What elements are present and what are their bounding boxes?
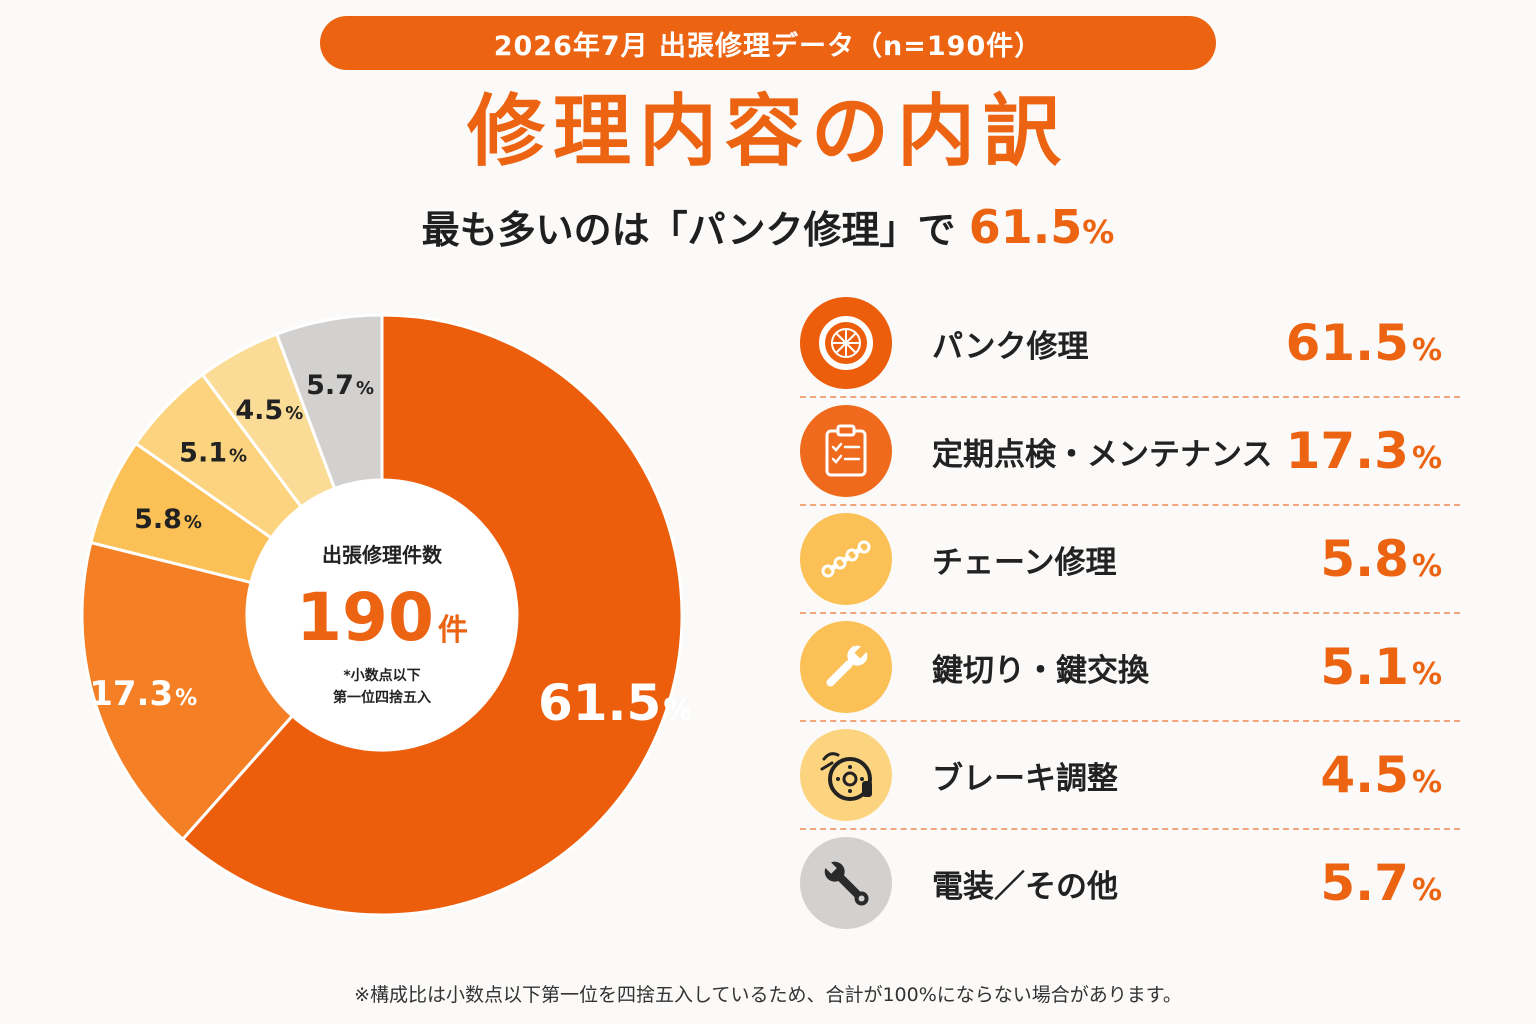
legend-value-unit: %	[1411, 873, 1442, 908]
brake-icon-graphic	[820, 752, 872, 801]
chain-icon-graphic	[821, 540, 871, 578]
legend-value-number: 5.8	[1320, 530, 1409, 588]
legend-label-key: 鍵切り・鍵交換	[932, 652, 1149, 689]
legend-row-brake: ブレーキ調整 4.5%	[800, 720, 1460, 828]
subtitle-highlight-value: 61.5	[968, 200, 1083, 254]
slice-label: 61.5%	[538, 674, 690, 732]
legend-row-key: 鍵切り・鍵交換 5.1%	[800, 612, 1460, 720]
center-label: 出張修理件数	[322, 543, 443, 567]
donut-chart: 61.5% 17.3% 5.8% 5.1% 4.5%5.7% 出張修理件数 190件 *…	[80, 313, 690, 917]
slice-label: 17.3%	[89, 674, 197, 714]
legend-value-puncture: 61.5%	[1242, 314, 1442, 372]
subtitle-highlight: 61.5%	[969, 200, 1115, 254]
center-note-line1: *小数点以下	[343, 667, 420, 684]
page-title: 修理内容の内訳	[466, 87, 1069, 177]
subtitle-highlight-unit: %	[1082, 213, 1115, 251]
footnote: ※構成比は小数点以下第一位を四捨五入しているため、合計が100%にならない場合が…	[354, 984, 1182, 1006]
center-count: 190 件	[296, 579, 468, 656]
legend-row-chain: チェーン修理 5.8%	[800, 504, 1460, 612]
legend-label-electrical: 電装／その他	[932, 868, 1118, 905]
wrench-icon-graphic	[826, 644, 869, 687]
legend-value-unit: %	[1411, 441, 1442, 476]
legend-value-number: 61.5	[1285, 314, 1409, 372]
legend-label-puncture: パンク修理	[932, 328, 1089, 365]
chain-icon	[800, 513, 892, 605]
legend: パンク修理 61.5% 定期点検・メンテナンス 17.3%	[800, 290, 1460, 936]
subtitle-text: 最も多いのは「パンク修理」で	[421, 208, 956, 252]
legend-value-number: 5.1	[1320, 638, 1409, 696]
slice-label: 5.7%	[306, 370, 374, 401]
slice-label: 4.5%	[235, 395, 303, 426]
legend-value-number: 17.3	[1285, 422, 1409, 480]
clipboard-checklist-icon	[800, 405, 892, 497]
center-count-value: 190	[296, 579, 434, 656]
legend-row-electrical: 電装／その他 5.7%	[800, 828, 1460, 936]
donut-hole	[247, 480, 517, 750]
legend-label-chain: チェーン修理	[932, 544, 1117, 581]
legend-value-key: 5.1%	[1242, 638, 1442, 696]
legend-value-unit: %	[1411, 333, 1442, 368]
legend-value-chain: 5.8%	[1242, 530, 1442, 588]
legend-row-maintenance: 定期点検・メンテナンス 17.3%	[800, 396, 1460, 504]
legend-value-brake: 4.5%	[1242, 746, 1442, 804]
center-count-unit: 件	[438, 613, 468, 648]
legend-value-number: 4.5	[1320, 746, 1409, 804]
legend-value-number: 5.7	[1320, 854, 1409, 912]
legend-value-maintenance: 17.3%	[1272, 422, 1442, 480]
clipboard-icon-graphic	[825, 424, 867, 477]
center-note-line2: 第一位四捨五入	[333, 689, 431, 706]
slice-label: 5.8%	[134, 504, 202, 535]
brake-disc-icon	[800, 729, 892, 821]
legend-row-puncture: パンク修理 61.5%	[800, 290, 1460, 396]
wrench-icon	[800, 621, 892, 713]
header-pill: 2026年7月 出張修理データ（n=190件）	[320, 16, 1216, 70]
spanner-icon-graphic	[823, 860, 869, 906]
legend-value-unit: %	[1411, 657, 1442, 692]
slice-label: 5.1%	[179, 438, 247, 469]
legend-value-unit: %	[1411, 765, 1442, 800]
tire-icon	[800, 297, 892, 389]
legend-label-brake: ブレーキ調整	[932, 760, 1118, 797]
subtitle: 最も多いのは「パンク修理」で 61.5%	[0, 200, 1536, 255]
legend-value-unit: %	[1411, 549, 1442, 584]
legend-value-electrical: 5.7%	[1242, 854, 1442, 912]
spanner-icon	[800, 837, 892, 929]
tire-icon-graphic	[819, 316, 873, 370]
legend-label-maintenance: 定期点検・メンテナンス	[932, 436, 1273, 473]
